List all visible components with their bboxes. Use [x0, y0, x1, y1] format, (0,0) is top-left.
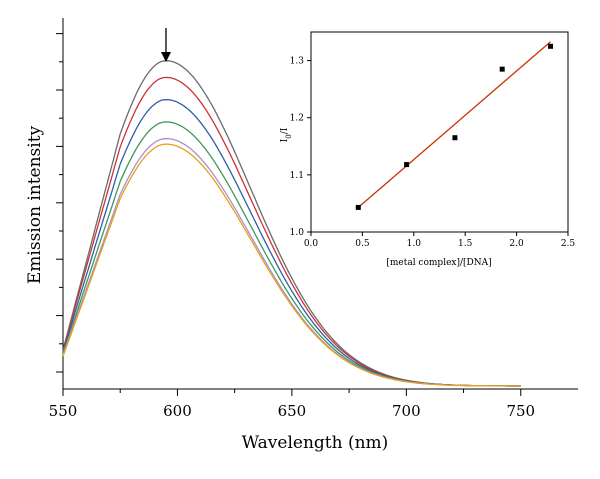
inset-data-point	[355, 204, 361, 210]
main-y-ticks	[56, 33, 63, 373]
emission-curve	[62, 143, 521, 387]
inset-x-tick-label: 0.5	[355, 239, 370, 249]
main-plot: 550 600 650 700 750 Wavelength (nm) Emission…	[25, 18, 578, 453]
inset-y-tick-label: 1.1	[290, 171, 304, 181]
inset-data-point	[548, 43, 554, 49]
peak-arrow	[161, 28, 171, 62]
inset-points	[355, 43, 554, 210]
inset-y-tick-label: 1.2	[290, 114, 304, 124]
inset-x-ticks: 0.0 0.5 1.0 1.5 2.0 2.5	[304, 232, 576, 249]
inset-y-tick-label: 1.0	[290, 228, 305, 238]
emission-curve	[62, 60, 521, 387]
inset-x-axis-label: [metal complex]/[DNA]	[386, 258, 491, 268]
main-x-axis-label: Wavelength (nm)	[242, 433, 389, 453]
main-x-tick-label: 750	[506, 402, 535, 420]
main-x-tick-label: 550	[49, 402, 78, 420]
main-y-axis-label: Emission intensity	[25, 125, 45, 284]
main-x-tick-label: 600	[163, 402, 192, 420]
main-x-tick-label: 700	[392, 402, 421, 420]
emission-curve	[62, 98, 521, 387]
inset-y-ticks: 1.0 1.1 1.2 1.3	[290, 57, 311, 238]
inset-plot: 0.0 0.5 1.0 1.5 2.0 2.5 1.0 1.1 1.2 1.3 [metal c…	[280, 31, 576, 268]
inset-data-point	[404, 162, 410, 168]
main-x-tick-label: 650	[278, 402, 307, 420]
inset-x-tick-label: 1.0	[407, 239, 422, 249]
emission-curves	[62, 60, 521, 387]
inset-data-point	[452, 135, 458, 141]
inset-x-tick-label: 2.0	[509, 239, 524, 249]
main-x-ticks: 550 600 650 700 750	[49, 389, 535, 420]
inset-x-tick-label: 1.5	[458, 239, 473, 249]
inset-y-axis-label: I0/I	[280, 127, 293, 142]
peak-arrow-head	[161, 52, 171, 62]
inset-y-tick-label: 1.3	[290, 57, 305, 67]
inset-data-point	[499, 66, 505, 72]
inset-x-tick-label: 0.0	[304, 239, 319, 249]
inset-fit-line	[357, 41, 551, 208]
emission-curve	[62, 121, 521, 387]
inset-x-tick-label: 2.5	[561, 239, 576, 249]
inset-frame	[310, 31, 569, 233]
